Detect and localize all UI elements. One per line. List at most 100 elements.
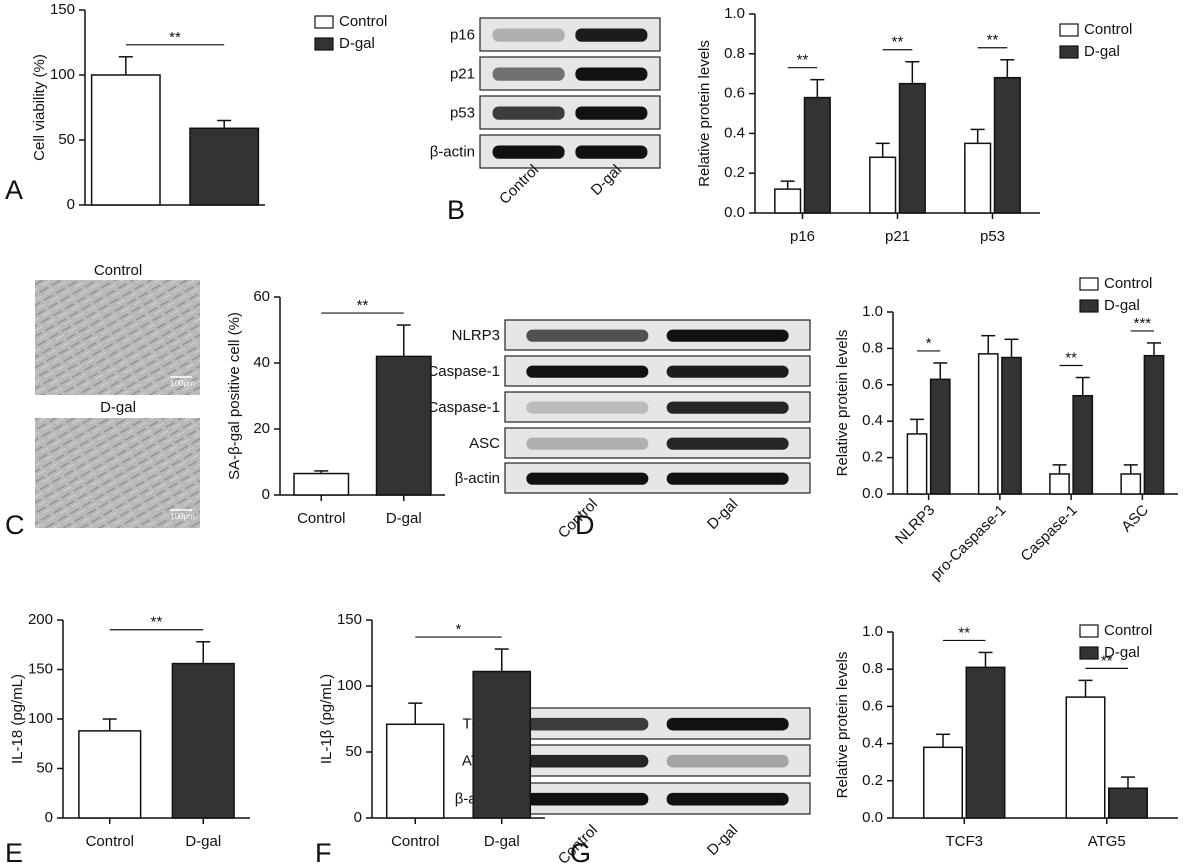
blot-band bbox=[526, 329, 649, 342]
y-tick-label: 150 bbox=[337, 611, 362, 628]
legend-label: Control bbox=[339, 13, 387, 30]
blot-band bbox=[492, 106, 565, 120]
bar bbox=[1072, 394, 1094, 495]
blot-label: NLRP3 bbox=[452, 327, 500, 344]
legend-label: D-gal bbox=[339, 35, 375, 52]
panel-label: E bbox=[5, 838, 23, 867]
blot-band bbox=[492, 28, 565, 42]
legend-label: Control bbox=[1104, 622, 1152, 639]
y-tick-label: 0 bbox=[45, 809, 53, 826]
blot-band bbox=[666, 472, 789, 485]
significance-label: ** bbox=[357, 297, 369, 314]
significance-label: *** bbox=[1134, 315, 1152, 332]
bar bbox=[1143, 354, 1165, 495]
y-tick-label: 0.8 bbox=[862, 339, 883, 356]
blot-band bbox=[666, 717, 789, 731]
significance-label: ** bbox=[169, 29, 181, 46]
panel-label: B bbox=[447, 195, 465, 225]
blot-band bbox=[526, 472, 649, 485]
x-tick-label: D-gal bbox=[484, 833, 520, 850]
legend-label: D-gal bbox=[1084, 43, 1120, 60]
x-tick-label: D-gal bbox=[386, 510, 422, 527]
legend-label: D-gal bbox=[1104, 297, 1140, 314]
x-tick-label: Caspase-1 bbox=[1017, 502, 1080, 565]
y-tick-label: 0.0 bbox=[724, 204, 745, 221]
y-tick-label: 0.2 bbox=[862, 449, 883, 466]
bar bbox=[965, 666, 1006, 819]
legend-swatch bbox=[1079, 299, 1099, 313]
blot-band bbox=[666, 754, 789, 768]
bar bbox=[1065, 696, 1106, 819]
x-tick-label: p21 bbox=[885, 228, 910, 245]
y-tick-label: 1.0 bbox=[724, 5, 745, 22]
panel-label: D bbox=[575, 510, 595, 540]
y-tick-label: 200 bbox=[28, 611, 53, 628]
bar bbox=[1049, 473, 1070, 495]
x-tick-label: Control bbox=[391, 833, 439, 850]
legend-label: Control bbox=[1104, 275, 1152, 292]
legend-label: D-gal bbox=[1104, 644, 1140, 661]
y-tick-label: 150 bbox=[28, 660, 53, 677]
y-tick-label: 20 bbox=[253, 420, 270, 437]
legend-swatch bbox=[1059, 23, 1079, 37]
bar bbox=[923, 746, 964, 819]
legend-swatch bbox=[314, 37, 334, 51]
x-tick-label: ASC bbox=[1118, 501, 1152, 535]
y-tick-label: 0 bbox=[67, 196, 75, 213]
y-tick-label: 0.6 bbox=[862, 376, 883, 393]
y-tick-label: 40 bbox=[253, 354, 270, 371]
blot-label: p16 bbox=[450, 26, 475, 43]
y-tick-label: 0.2 bbox=[862, 772, 883, 789]
micrograph bbox=[35, 280, 200, 395]
y-tick-label: 150 bbox=[50, 1, 75, 18]
y-tick-label: 100 bbox=[50, 66, 75, 83]
blot-band bbox=[492, 67, 565, 81]
blot-band bbox=[492, 145, 565, 159]
significance-label: ** bbox=[892, 34, 904, 51]
y-tick-label: 0.2 bbox=[724, 164, 745, 181]
x-tick-label: pro-Caspase-1 bbox=[927, 502, 1009, 584]
y-axis-label: Relative protein levels bbox=[834, 330, 851, 477]
y-tick-label: 0 bbox=[262, 486, 270, 503]
bar bbox=[993, 76, 1021, 214]
y-tick-label: 0.8 bbox=[724, 45, 745, 62]
lane-label: D-gal bbox=[704, 496, 741, 533]
scale-label: 100μm bbox=[170, 379, 195, 388]
blot-band bbox=[526, 717, 649, 731]
bar bbox=[171, 662, 235, 819]
blot-band bbox=[575, 67, 648, 81]
x-tick-label: ATG5 bbox=[1088, 833, 1126, 850]
blot-band bbox=[526, 437, 649, 450]
panel-label: C bbox=[5, 510, 25, 540]
significance-label: ** bbox=[958, 624, 970, 641]
y-tick-label: 0.4 bbox=[862, 735, 883, 752]
bar bbox=[1001, 356, 1022, 495]
blot-label: p21 bbox=[450, 65, 475, 82]
x-tick-label: p53 bbox=[980, 228, 1005, 245]
x-tick-label: Control bbox=[86, 833, 134, 850]
x-tick-label: TCF3 bbox=[946, 833, 984, 850]
significance-label: ** bbox=[797, 52, 809, 69]
blot-band bbox=[575, 28, 648, 42]
bar bbox=[189, 127, 260, 206]
blot-band bbox=[575, 145, 648, 159]
y-tick-label: 50 bbox=[36, 759, 53, 776]
blot-label: p53 bbox=[450, 104, 475, 121]
significance-label: ** bbox=[1065, 349, 1077, 366]
bar bbox=[78, 730, 142, 819]
legend-label: Control bbox=[1084, 21, 1132, 38]
y-axis-label: Cell viability (%) bbox=[31, 54, 48, 161]
blot-band bbox=[526, 792, 649, 806]
y-tick-label: 0.4 bbox=[862, 412, 883, 429]
bar bbox=[977, 353, 999, 495]
blot-band bbox=[666, 792, 789, 806]
blot-label: Caspase-1 bbox=[427, 399, 500, 416]
scale-label: 100μm bbox=[170, 512, 195, 521]
micrograph-title: D-gal bbox=[100, 399, 136, 416]
y-axis-label: IL-18 (pg/mL) bbox=[9, 674, 26, 764]
y-tick-label: 50 bbox=[345, 743, 362, 760]
x-tick-label: NLRP3 bbox=[892, 502, 938, 548]
blot-band bbox=[666, 437, 789, 450]
blot-label: ASC bbox=[469, 435, 500, 452]
bar bbox=[803, 96, 831, 214]
